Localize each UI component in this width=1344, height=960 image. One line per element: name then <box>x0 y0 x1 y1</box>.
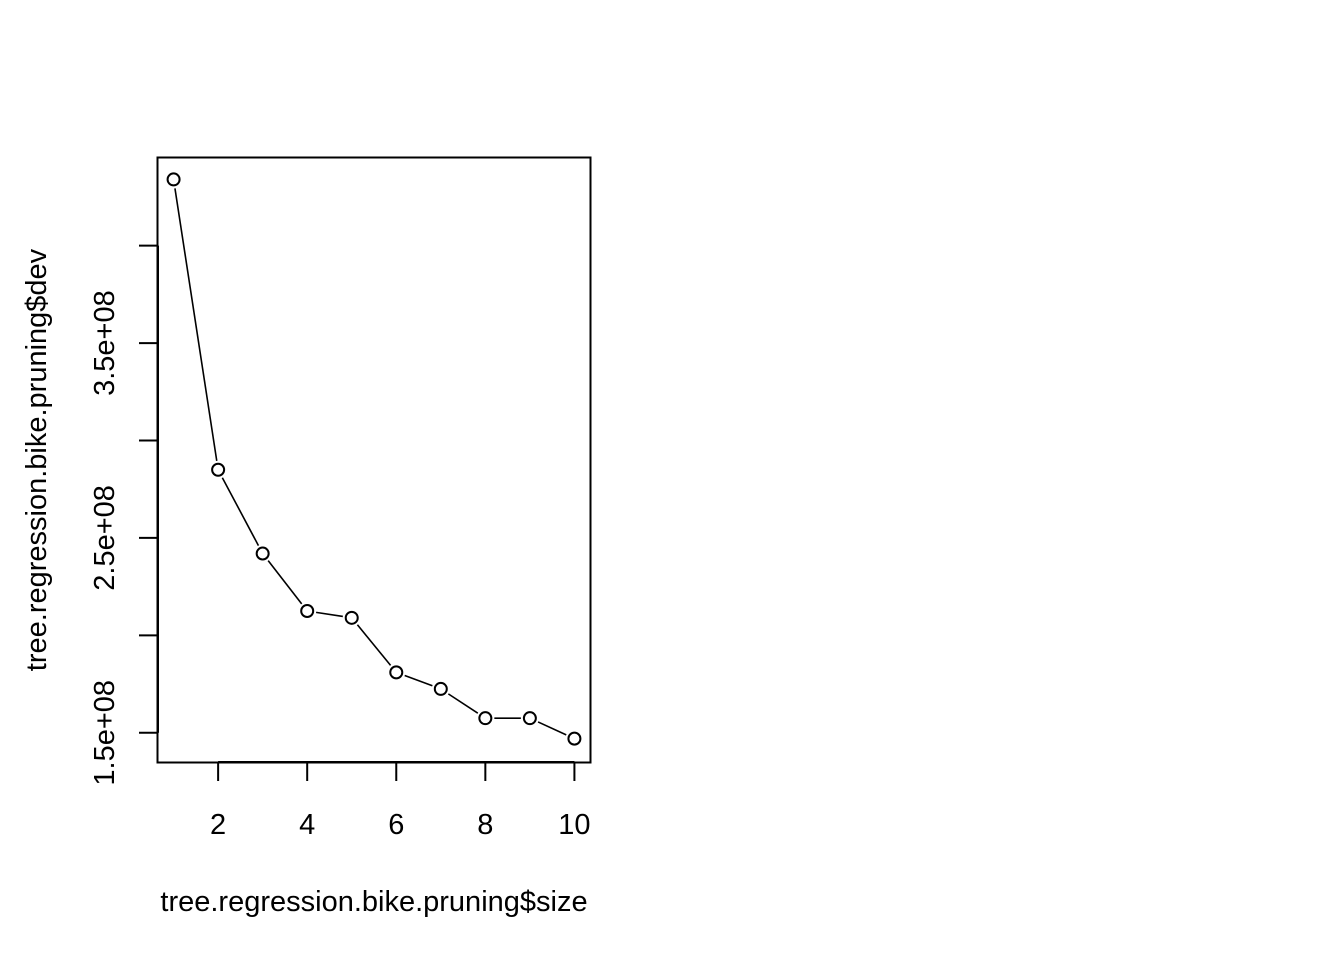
x-tick-label: 4 <box>299 809 315 841</box>
y-tick-label: 2.5e+08 <box>89 485 121 591</box>
x-tick-label: 6 <box>388 809 404 841</box>
series-line-segment <box>315 611 343 618</box>
data-point <box>344 610 359 625</box>
data-point <box>522 711 537 726</box>
series-line-segment <box>404 674 433 687</box>
x-tick-label: 8 <box>477 809 493 841</box>
data-point <box>389 665 404 680</box>
x-axis-title: tree.regression.bike.pruning$size <box>160 886 587 918</box>
x-axis: 2 4 6 8 10 <box>210 761 591 841</box>
series-line-segment <box>537 721 567 736</box>
data-point <box>255 546 270 561</box>
series-line-segment <box>356 624 392 666</box>
y-axis: 1.5e+08 2.5e+08 3.5e+08 <box>89 244 159 786</box>
data-point <box>300 604 315 618</box>
x-tick-label: 10 <box>558 809 590 841</box>
y-axis-title: tree.regression.bike.pruning$dev <box>21 248 53 671</box>
series-layer <box>166 172 582 746</box>
x-tick-label: 2 <box>210 809 226 841</box>
series-line-segment <box>174 188 218 461</box>
data-point <box>211 462 226 477</box>
series-line-segment <box>267 560 303 605</box>
y-tick-label: 3.5e+08 <box>89 290 121 396</box>
data-point <box>478 711 493 726</box>
plot-frame <box>156 156 592 764</box>
data-point <box>567 731 582 746</box>
data-point <box>166 172 181 187</box>
series-line-segment <box>447 693 479 714</box>
series-line-segment <box>221 477 260 546</box>
y-tick-label: 1.5e+08 <box>89 680 121 786</box>
data-point <box>433 681 448 696</box>
